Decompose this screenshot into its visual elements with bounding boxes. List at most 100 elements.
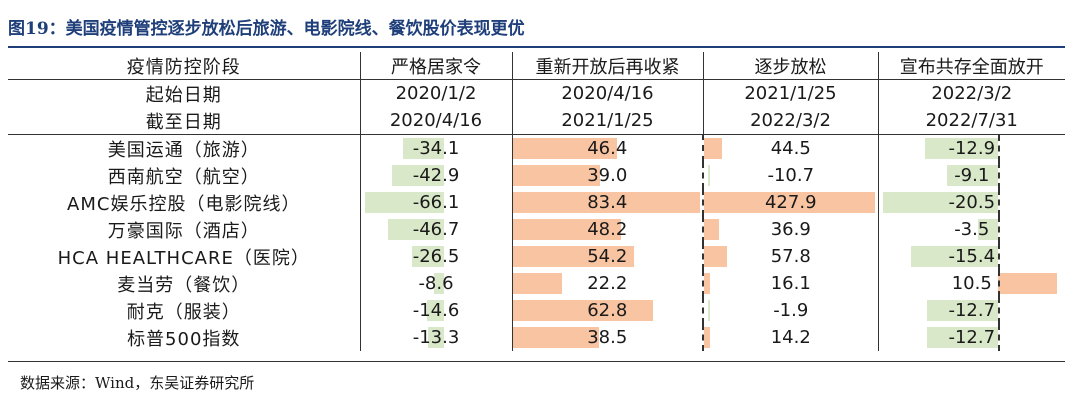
bar-cell: -13.3 [359,324,512,351]
data-bar [428,327,445,348]
data-bar [705,138,722,159]
data-label: -26.5 [412,246,460,267]
data-bar [433,273,445,294]
end-date-label: 截至日期 [8,107,360,135]
start-date: 2020/4/16 [511,79,703,107]
data-bar [392,165,445,186]
bar-cell: -46.7 [359,216,512,243]
data-label: -15.4 [948,246,996,267]
end-date: 2022/3/2 [702,107,878,135]
bar-cell: 14.2 [702,324,878,351]
data-bar [998,273,1058,294]
zero-axis [998,270,1001,297]
data-label: 22.2 [587,273,628,294]
data-label: -46.7 [412,219,460,240]
table-bottom-rule [8,361,1065,362]
bar-cell: 54.2 [511,243,703,270]
zero-axis [998,216,1001,243]
source-note: 数据来源：Wind，东吴证券研究所 [20,374,255,392]
bar-cell: 10.5 [877,270,1065,297]
data-bar [403,138,445,159]
table-row: 麦当劳（餐饮） -8.6 22.2 16.1 10.5 [8,270,1065,297]
data-bar [513,300,654,321]
end-date: 2022/7/31 [877,107,1065,135]
data-bar [412,246,445,267]
data-label: -10.7 [767,165,815,186]
data-bar [708,165,710,186]
bar-cell: -9.1 [877,162,1065,189]
data-label: 48.2 [587,219,628,240]
start-date: 2021/1/25 [702,79,878,107]
bar-cell: -3.5 [877,216,1065,243]
bar-cell: 427.9 [702,189,878,216]
bar-cell: 44.5 [702,134,878,162]
bar-cell: -20.5 [877,189,1065,216]
bar-cell: -8.6 [359,270,512,297]
data-bar [513,246,635,267]
bar-cell: 16.1 [702,270,878,297]
zero-axis [998,135,1001,162]
row-label: 标普500指数 [127,328,241,350]
zero-axis [998,189,1001,216]
data-label: -34.1 [412,138,460,159]
bar-cell: -42.9 [359,162,512,189]
data-bar [513,192,700,213]
data-label: 83.4 [587,192,628,213]
data-bar [513,219,621,240]
phase-name: 逐步放松 [702,52,878,80]
bar-cell: -66.1 [359,189,512,216]
end-date: 2021/1/25 [511,107,703,135]
table-row: 耐克（服装） -14.6 62.8 -1.9 -12.7 [8,297,1065,324]
data-bar [705,246,728,267]
bar-cell: -12.7 [877,324,1065,351]
bar-cell: -12.7 [877,297,1065,324]
data-bar [513,138,617,159]
table-row: 标普500指数 -13.3 38.5 14.2 -12.7 [8,324,1065,351]
data-bar [705,219,719,240]
data-bar [387,219,445,240]
bar-cell: 46.4 [511,134,703,162]
bar-cell: 38.5 [511,324,703,351]
data-bar [513,327,599,348]
table-row: AMC娱乐控股（电影院线） -66.1 83.4 427.9 -20.5 [8,189,1065,216]
data-bar [911,246,999,267]
bar-cell: 57.8 [702,243,878,270]
data-bar [708,300,710,321]
data-label: 46.4 [587,138,628,159]
data-label: -12.7 [948,327,996,348]
data-label: 427.9 [764,192,817,213]
row-label: 耐克（服装） [126,301,241,323]
data-label: -42.9 [412,165,460,186]
bar-cell: -34.1 [359,134,512,162]
data-bar [364,192,445,213]
bar-cell: 36.9 [702,216,878,243]
data-label: 10.5 [951,273,992,294]
data-label: 14.2 [770,327,811,348]
end-date-row: 截至日期 2020/4/16 2021/1/25 2022/3/2 2022/7… [8,107,1065,135]
zero-axis [998,243,1001,270]
row-label: HCA HEALTHCARE（医院） [57,247,310,269]
end-date: 2020/4/16 [359,107,512,135]
bar-cell: 48.2 [511,216,703,243]
data-label: 36.9 [770,219,811,240]
data-label: -20.5 [948,192,996,213]
data-label: 39.0 [587,165,628,186]
data-bar [426,300,445,321]
data-label: -8.6 [418,273,454,294]
bar-cell: 83.4 [511,189,703,216]
table-row: 西南航空（航空） -42.9 39.0 -10.7 -9.1 [8,162,1065,189]
row-label: 西南航空（航空） [107,166,260,188]
data-label: -12.7 [948,300,996,321]
phase-name: 宣布共存全面放开 [877,52,1065,80]
chart-title: 图19：美国疫情管控逐步放松后旅游、电影院线、餐饮股价表现更优 [8,19,525,39]
data-label: -1.9 [773,300,809,321]
data-bar [925,138,999,159]
bar-cell: -12.9 [877,134,1065,162]
phase-header-row: 疫情防控阶段 严格居家令 重新开放后再收紧 逐步放松 宣布共存全面放开 [8,52,1065,80]
data-table: 疫情防控阶段 严格居家令 重新开放后再收紧 逐步放松 宣布共存全面放开 起始日期… [8,52,1065,351]
data-bar [926,300,999,321]
data-label: 38.5 [587,327,628,348]
start-date-label: 起始日期 [145,84,222,106]
data-label: 57.8 [770,246,811,267]
start-date: 2020/1/2 [359,79,512,107]
